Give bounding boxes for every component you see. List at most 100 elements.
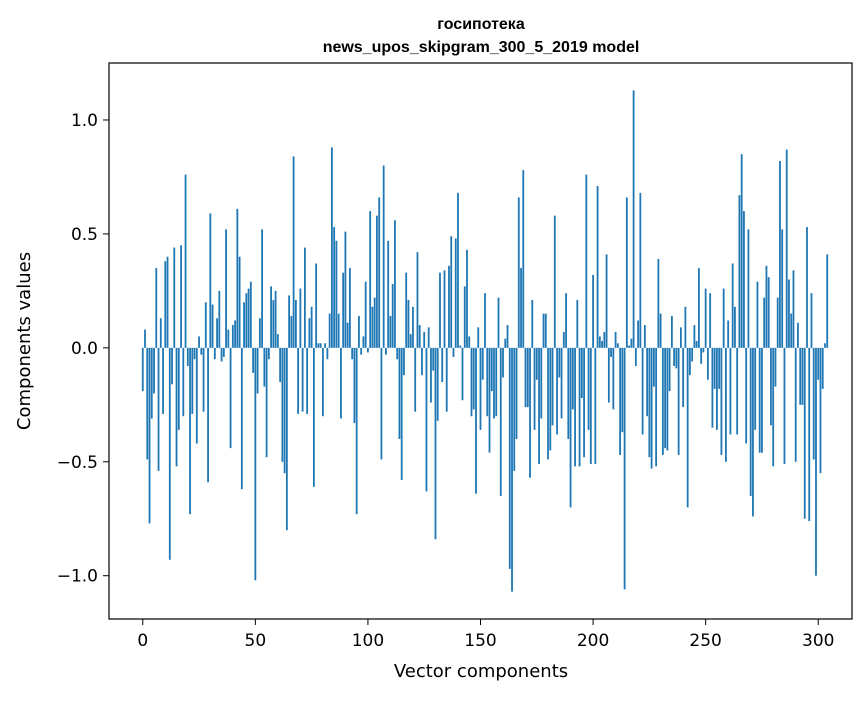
bar-134 bbox=[443, 270, 446, 348]
bar-304 bbox=[826, 254, 829, 348]
bar-218 bbox=[632, 90, 635, 348]
bar-98 bbox=[362, 336, 365, 348]
bar-68 bbox=[294, 299, 297, 348]
bar-39 bbox=[229, 347, 232, 449]
bar-253 bbox=[711, 347, 714, 428]
bar-15 bbox=[175, 347, 178, 467]
bar-97 bbox=[360, 347, 363, 355]
bar-137 bbox=[450, 236, 453, 348]
bar-186 bbox=[560, 347, 563, 419]
bar-296 bbox=[808, 347, 811, 522]
bar-89 bbox=[342, 272, 345, 348]
bar-250 bbox=[704, 288, 707, 348]
bar-40 bbox=[231, 325, 234, 348]
bar-254 bbox=[713, 347, 716, 389]
bar-230 bbox=[659, 313, 662, 348]
bar-208 bbox=[610, 347, 612, 357]
bar-213 bbox=[621, 347, 624, 433]
bar-248 bbox=[700, 347, 703, 364]
bar-21 bbox=[189, 347, 191, 515]
bar-70 bbox=[299, 288, 302, 348]
bar-30 bbox=[209, 213, 212, 348]
bar-118 bbox=[407, 299, 410, 348]
bar-267 bbox=[743, 211, 745, 348]
bar-138 bbox=[452, 347, 455, 357]
bar-270 bbox=[749, 347, 752, 496]
bar-220 bbox=[637, 320, 640, 348]
bar-277 bbox=[765, 265, 768, 348]
bar-229 bbox=[657, 258, 660, 348]
bar-82 bbox=[326, 347, 329, 360]
bar-287 bbox=[788, 279, 790, 348]
bar-13 bbox=[171, 347, 173, 385]
bar-71 bbox=[301, 347, 304, 412]
bar-148 bbox=[475, 347, 477, 494]
bar-27 bbox=[202, 347, 205, 412]
bar-44 bbox=[240, 347, 243, 490]
bar-215 bbox=[625, 197, 628, 348]
bar-146 bbox=[470, 347, 473, 417]
bar-243 bbox=[688, 347, 691, 376]
bar-124 bbox=[421, 347, 423, 376]
y-tick-label-2: 0.0 bbox=[71, 339, 98, 359]
bar-286 bbox=[785, 149, 788, 348]
bar-193 bbox=[576, 299, 579, 348]
bar-263 bbox=[734, 306, 736, 348]
bar-224 bbox=[646, 347, 649, 417]
bar-7 bbox=[157, 347, 160, 471]
bar-291 bbox=[797, 322, 799, 348]
bar-251 bbox=[707, 347, 709, 380]
bar-239 bbox=[679, 327, 682, 348]
bar-114 bbox=[398, 347, 401, 439]
bar-29 bbox=[207, 347, 209, 483]
bar-189 bbox=[567, 347, 570, 439]
bar-158 bbox=[497, 297, 500, 348]
bar-5 bbox=[153, 347, 155, 394]
bar-24 bbox=[195, 347, 198, 444]
y-tick-label-1: −0.5 bbox=[57, 453, 98, 473]
bar-160 bbox=[502, 347, 504, 378]
bar-228 bbox=[655, 347, 658, 467]
x-axis-ticks: 0 50 100 150 200 250 300 bbox=[137, 619, 834, 651]
bar-252 bbox=[709, 293, 712, 348]
bar-261 bbox=[729, 347, 732, 435]
bar-221 bbox=[639, 192, 642, 348]
chart-subtitle: news_upos_skipgram_300_5_2019 model bbox=[323, 39, 640, 56]
bar-222 bbox=[641, 347, 644, 435]
bar-127 bbox=[427, 327, 430, 348]
bar-201 bbox=[594, 347, 597, 465]
bar-273 bbox=[756, 281, 759, 348]
bar-125 bbox=[423, 331, 426, 348]
bar-303 bbox=[824, 343, 826, 348]
bar-293 bbox=[801, 347, 804, 405]
bar-131 bbox=[436, 347, 439, 421]
bar-204 bbox=[601, 341, 603, 348]
bar-188 bbox=[565, 293, 567, 348]
bar-85 bbox=[333, 227, 336, 348]
bar-225 bbox=[648, 347, 651, 458]
bar-106 bbox=[380, 347, 383, 460]
bar-260 bbox=[727, 320, 730, 348]
x-tick-label-2: 100 bbox=[352, 631, 384, 651]
bar-195 bbox=[580, 347, 583, 398]
bar-256 bbox=[718, 347, 721, 389]
bar-93 bbox=[351, 347, 354, 360]
bar-16 bbox=[177, 347, 180, 430]
bars-group bbox=[141, 90, 829, 592]
bar-219 bbox=[634, 347, 637, 367]
bar-196 bbox=[583, 347, 585, 458]
bar-109 bbox=[387, 240, 390, 348]
bar-297 bbox=[810, 293, 813, 348]
bar-214 bbox=[623, 347, 626, 590]
bar-100 bbox=[367, 347, 369, 353]
bar-198 bbox=[587, 347, 590, 430]
bar-166 bbox=[515, 347, 518, 439]
bar-133 bbox=[441, 347, 444, 383]
bar-56 bbox=[267, 347, 270, 360]
bar-113 bbox=[396, 347, 399, 360]
bar-266 bbox=[740, 154, 743, 348]
bar-279 bbox=[770, 347, 772, 426]
bar-234 bbox=[668, 347, 671, 392]
bar-74 bbox=[308, 318, 311, 348]
